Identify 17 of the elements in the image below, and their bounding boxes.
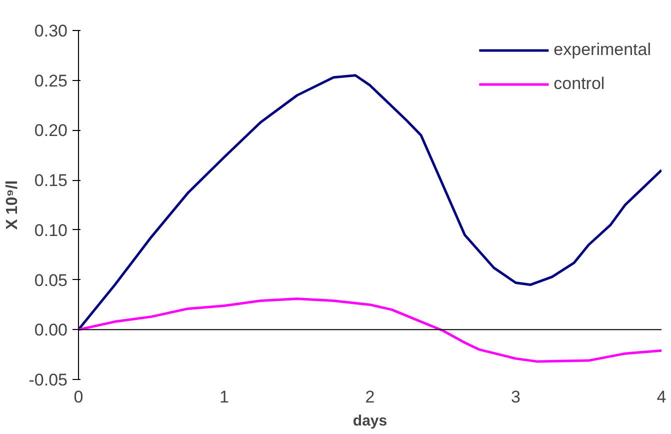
y-tick-label: 0.05: [34, 270, 68, 290]
legend-label: control: [554, 74, 605, 94]
y-tick-label: 0.15: [34, 171, 68, 190]
y-tick-label: 0.10: [34, 220, 68, 240]
x-tick-label: 1: [220, 388, 229, 406]
y-tick-label: 0.25: [34, 71, 68, 90]
y-axis-title: X 10⁹/l: [4, 180, 21, 230]
x-tick-label: 3: [511, 388, 520, 406]
x-axis-title: days: [352, 412, 388, 430]
y-tick-label: 0.20: [34, 121, 68, 140]
y-tick-label: -0.05: [28, 370, 68, 390]
x-tick-label: 4: [656, 388, 666, 406]
x-tick-label: 0: [74, 388, 84, 406]
y-tick-label: 0.30: [34, 22, 68, 40]
y-tick-label: 0.00: [34, 320, 68, 340]
x-tick-label: 2: [365, 388, 375, 406]
legend-label: experimental: [554, 40, 651, 60]
